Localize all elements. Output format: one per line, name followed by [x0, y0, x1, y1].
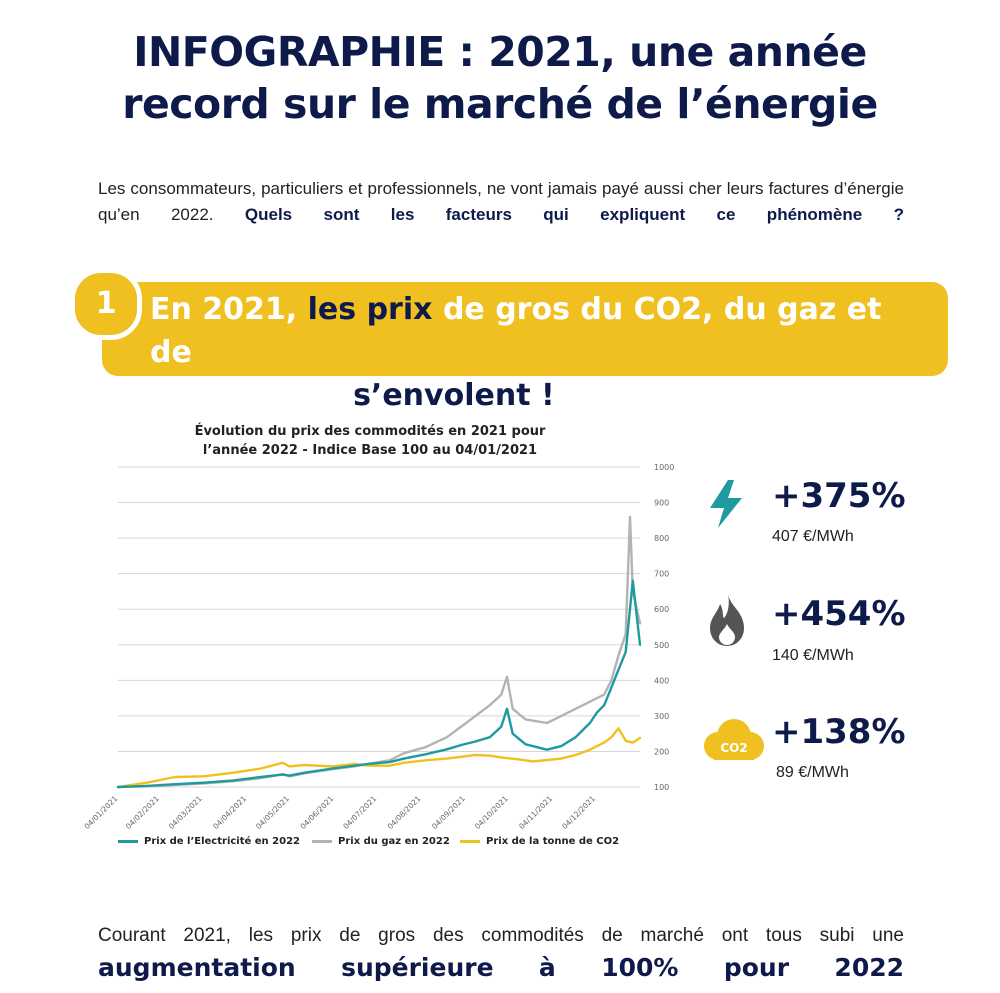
x-tick-label: 04/09/2021 — [430, 794, 467, 831]
y-tick-label: 900 — [654, 499, 669, 508]
heading-part-2: les prix — [307, 292, 433, 327]
x-tick-label: 04/02/2021 — [124, 794, 161, 831]
legend-label: Prix de la tonne de CO2 — [486, 836, 620, 847]
flame-icon — [710, 594, 744, 646]
intro-text: Les consommateurs, particuliers et profe… — [98, 179, 904, 224]
co2-cloud-icon: CO2 — [704, 719, 764, 760]
legend-swatch — [312, 839, 332, 843]
legend-item-co2: Prix de la tonne de CO2 — [460, 836, 619, 847]
footer-paragraph: Courant 2021, les prix de gros des commo… — [98, 920, 904, 987]
stat-co2-value: 89 €/MWh — [776, 764, 849, 781]
heading-part-1: En 2021, — [150, 292, 298, 327]
x-tick-label: 04/03/2021 — [167, 794, 204, 831]
intro-paragraph: Les consommateurs, particuliers et profe… — [98, 176, 904, 228]
legend-label: Prix de l’Electricité en 2022 — [144, 836, 300, 847]
y-tick-label: 300 — [654, 712, 669, 721]
x-tick-label: 04/08/2021 — [386, 794, 423, 831]
y-tick-label: 800 — [654, 534, 669, 543]
series-line-2 — [116, 727, 642, 789]
heading-part-4: l’électricité — [150, 378, 343, 413]
y-tick-label: 600 — [654, 605, 669, 614]
chart-title-line-2: l’année 2022 - Indice Base 100 au 04/01/… — [202, 443, 538, 458]
stat-gas-percent: +454% — [772, 594, 906, 634]
heading-part-5: s’envolent ! — [353, 378, 555, 413]
title-line-2: record sur le marché de l’énergie — [122, 80, 878, 128]
section-number-badge: 1 — [70, 268, 142, 340]
y-tick-label: 1000 — [654, 463, 674, 472]
legend-item-electricity: Prix de l’Electricité en 2022 — [118, 836, 300, 847]
stat-electricity-percent: +375% — [772, 476, 906, 516]
co2-icon-label: CO2 — [720, 741, 747, 755]
x-tick-label: 04/04/2021 — [211, 794, 248, 831]
lightning-icon — [710, 480, 742, 528]
x-tick-label: 04/01/2021 — [82, 794, 119, 831]
x-tick-label: 04/10/2021 — [473, 794, 510, 831]
x-tick-label: 04/12/2021 — [560, 794, 597, 831]
y-tick-label: 700 — [654, 570, 669, 579]
x-tick-label: 04/11/2021 — [517, 794, 554, 831]
footer-bold: augmentation supérieure à 100% pour 2022 — [98, 953, 904, 982]
stat-gas-value: 140 €/MWh — [772, 647, 854, 664]
intro-bold-question: Quels sont les facteurs qui expliquent c… — [244, 205, 904, 224]
legend-item-gas: Prix du gaz en 2022 — [312, 836, 450, 847]
y-tick-label: 200 — [654, 747, 669, 756]
x-tick-label: 04/07/2021 — [341, 794, 378, 831]
page-title: INFOGRAPHIE : 2021, une année record sur… — [0, 26, 1000, 130]
chart-title-line-1: Évolution du prix des commodités en 2021… — [194, 424, 546, 439]
y-tick-label: 500 — [654, 641, 669, 650]
legend-swatch — [460, 839, 480, 843]
chart-title: Évolution du prix des commodités en 2021… — [160, 422, 580, 460]
stat-electricity-value: 407 €/MWh — [772, 528, 854, 545]
x-tick-label: 04/05/2021 — [254, 794, 291, 831]
legend-label: Prix du gaz en 2022 — [338, 836, 450, 847]
x-tick-label: 04/06/2021 — [298, 794, 335, 831]
footer-text: Courant 2021, les prix de gros des commo… — [98, 925, 904, 946]
stat-co2-percent: +138% — [772, 712, 906, 752]
series-line-0 — [116, 579, 642, 789]
title-line-1: INFOGRAPHIE : 2021, une année — [133, 28, 867, 76]
section-banner — [102, 282, 948, 376]
section-heading: En 2021, les prix de gros du CO2, du gaz… — [150, 288, 930, 417]
y-tick-label: 400 — [654, 676, 669, 685]
legend-swatch — [118, 839, 138, 843]
y-tick-label: 100 — [654, 783, 669, 792]
heading-part-3: de gros du CO2, du gaz et de — [150, 292, 882, 370]
